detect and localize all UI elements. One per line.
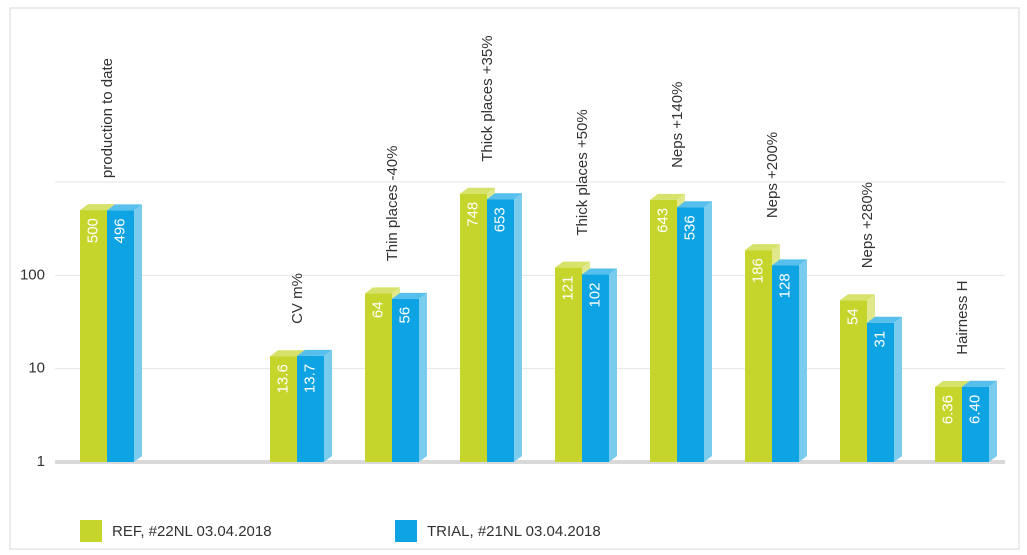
bar: [80, 210, 107, 462]
value-label: 13.6: [274, 364, 291, 393]
bar-top: [392, 292, 427, 299]
bar-top: [365, 287, 400, 294]
value-label: 121: [559, 276, 576, 301]
bar: [297, 355, 324, 462]
value-label: 536: [681, 215, 698, 240]
value-label: 643: [654, 208, 671, 233]
bar-top: [867, 316, 902, 323]
bar-side: [989, 380, 997, 462]
category-label: Thick places +50%: [574, 109, 591, 235]
bar-side: [324, 349, 332, 462]
bar-top: [107, 204, 142, 211]
bar-top: [840, 294, 875, 301]
bar-top: [270, 350, 305, 357]
value-label: 56: [396, 307, 413, 324]
bar-top: [677, 201, 712, 208]
category-label: Neps +140%: [669, 82, 686, 168]
bar-side: [419, 292, 427, 462]
category-label: Thin places -40%: [384, 146, 401, 262]
legend-swatch: [80, 520, 102, 542]
bar-side: [134, 204, 142, 463]
bar: [555, 267, 582, 462]
category-label: Thick places +35%: [479, 35, 496, 161]
bar: [935, 387, 962, 462]
value-label: 500: [84, 218, 101, 243]
bar: [107, 210, 134, 462]
bar: [772, 265, 799, 462]
value-label: 64: [369, 301, 386, 318]
bar: [677, 207, 704, 462]
y-tick-label: 100: [20, 266, 45, 283]
bar-top: [962, 380, 997, 387]
value-label: 496: [111, 218, 128, 243]
legend-swatch: [395, 520, 417, 542]
bar: [650, 199, 677, 462]
category-label: CV m%: [289, 273, 306, 324]
category-label: production to date: [99, 58, 116, 178]
category-label: Hairness H: [954, 281, 971, 355]
value-label: 13.7: [301, 364, 318, 393]
value-label: 6.36: [939, 395, 956, 424]
bar: [582, 274, 609, 462]
y-tick-label: 1: [37, 453, 45, 470]
value-label: 54: [844, 308, 861, 325]
bar-top: [650, 193, 685, 200]
bar-top: [745, 244, 780, 251]
value-label: 653: [491, 207, 508, 232]
legend-label: REF, #22NL 03.04.2018: [112, 523, 272, 540]
frame: [9, 7, 1020, 550]
bar: [745, 250, 772, 462]
bar-side: [514, 193, 522, 462]
value-label: 31: [871, 331, 888, 348]
value-label: 6.40: [966, 395, 983, 424]
bar-top: [935, 381, 970, 388]
bar-top: [772, 259, 807, 266]
legend-label: TRIAL, #21NL 03.04.2018: [427, 523, 601, 540]
value-label: 186: [749, 258, 766, 283]
value-label: 102: [586, 283, 603, 308]
value-label: 128: [776, 273, 793, 298]
bar: [392, 298, 419, 462]
bar-top: [487, 193, 522, 200]
bar: [365, 293, 392, 462]
y-tick-label: 10: [28, 360, 45, 377]
bar: [487, 199, 514, 462]
bar: [867, 322, 894, 462]
bar-side: [704, 201, 712, 462]
bar: [840, 300, 867, 462]
bar-side: [609, 268, 617, 462]
bar-side: [799, 259, 807, 462]
bar: [962, 386, 989, 462]
bar: [460, 193, 487, 463]
bar-top: [555, 261, 590, 268]
bar-top: [582, 268, 617, 275]
bar-side: [894, 316, 902, 462]
bar-top: [297, 349, 332, 356]
bar: [270, 356, 297, 462]
value-label: 748: [464, 202, 481, 227]
bar-top: [460, 187, 495, 194]
category-label: Neps +200%: [764, 132, 781, 218]
bar-top: [80, 204, 115, 211]
category-label: Neps +280%: [859, 182, 876, 268]
